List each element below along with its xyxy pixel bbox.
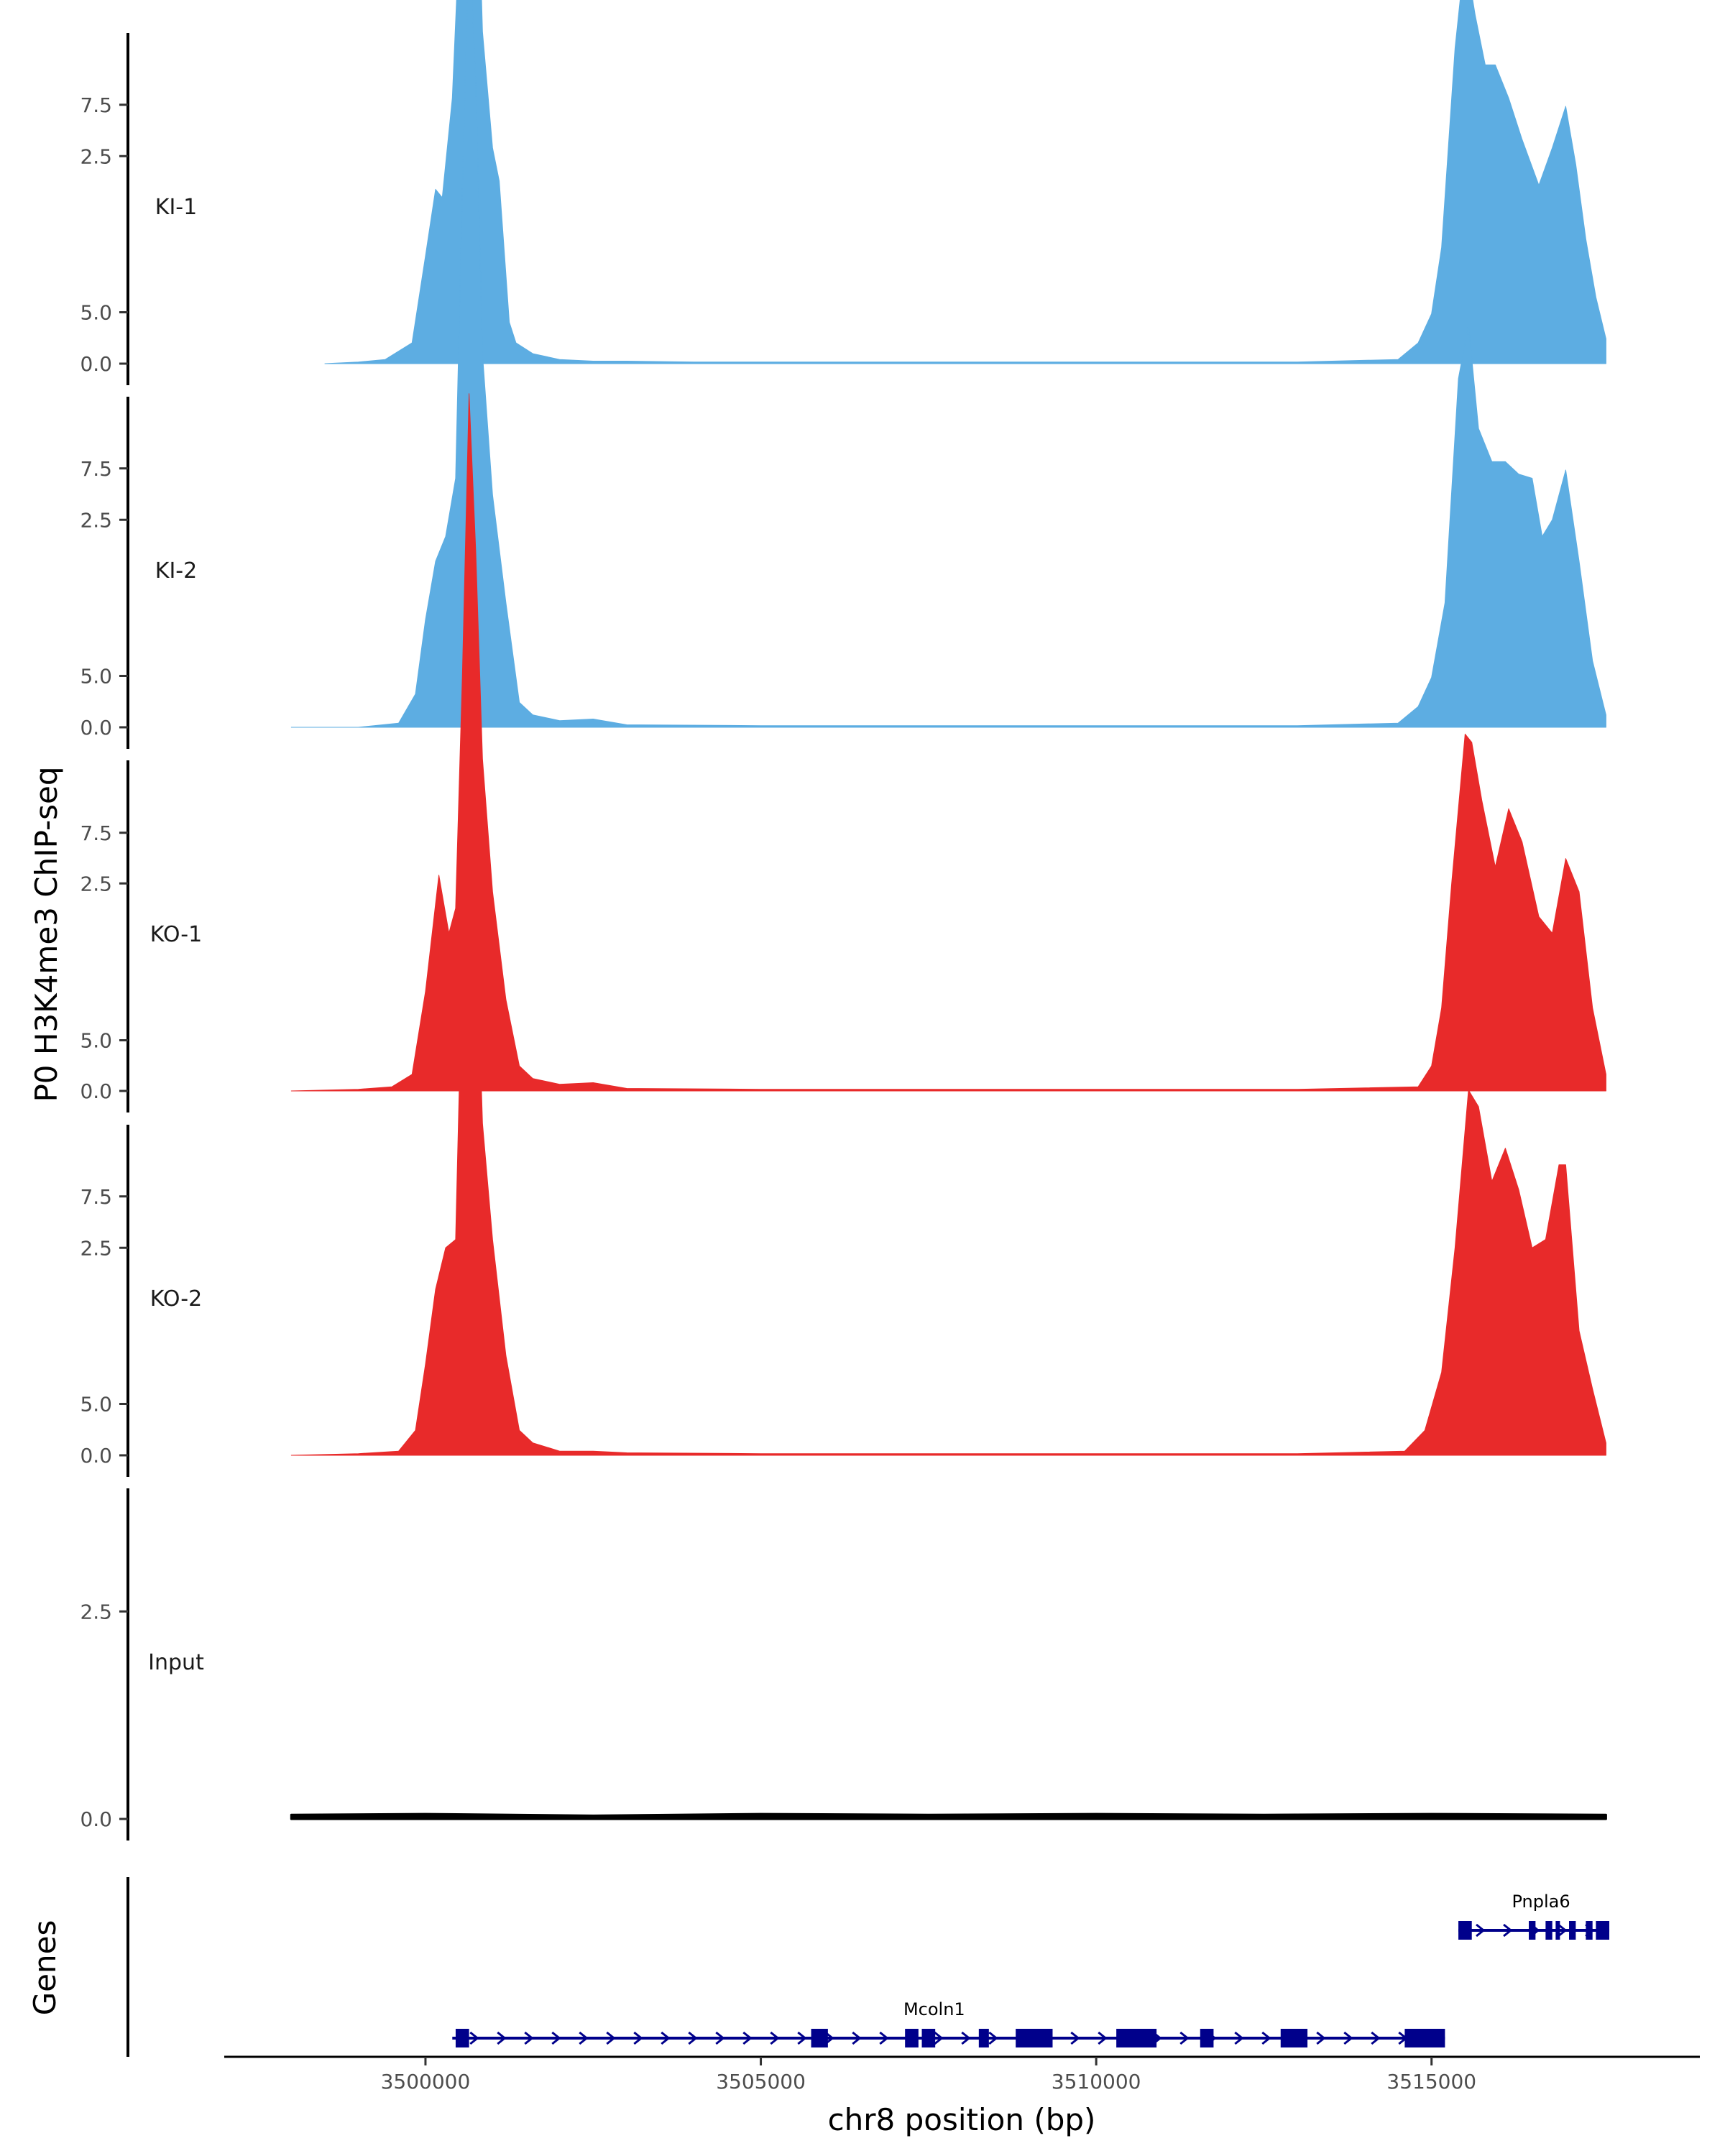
strand-arrow xyxy=(1098,2031,1108,2045)
signal-area xyxy=(290,765,1606,1456)
x-tick-label: 3505000 xyxy=(716,2070,806,2093)
y-tick-label: 2.5 xyxy=(80,144,112,168)
genes-panel: Pnpla6 Mcoln1 xyxy=(126,1877,1610,2057)
y-tick-label: 5.0 xyxy=(80,665,112,688)
y-tick-label: 0.0 xyxy=(80,1807,112,1831)
gene-exon xyxy=(978,2029,989,2047)
strand-arrow xyxy=(988,2031,998,2045)
y-tick-label: 0.0 xyxy=(80,352,112,376)
track-label: KI-2 xyxy=(155,558,197,584)
x-tick-label: 3510000 xyxy=(1052,2070,1141,2093)
track-label: KO-2 xyxy=(150,1286,202,1312)
strand-arrow xyxy=(661,2031,671,2045)
strand-arrow xyxy=(579,2031,589,2045)
signal-area xyxy=(290,0,1606,728)
track-label: KI-1 xyxy=(155,195,197,220)
strand-arrow xyxy=(1316,2031,1326,2045)
gene-exon xyxy=(921,2029,936,2047)
gene-exon xyxy=(1016,2029,1053,2047)
y-tick-label: 7.5 xyxy=(80,93,112,117)
strand-arrow xyxy=(1558,1923,1568,1938)
y-tick-label: 2.5 xyxy=(80,1236,112,1260)
y-tick-label: 0.0 xyxy=(80,716,112,740)
strand-arrow xyxy=(961,2031,971,2045)
strand-arrow xyxy=(715,2031,725,2045)
strand-arrow xyxy=(852,2031,862,2045)
strand-arrow xyxy=(1179,2031,1190,2045)
gene-exon xyxy=(1116,2029,1157,2047)
strand-arrow xyxy=(879,2031,889,2045)
strand-arrow xyxy=(1343,2031,1353,2045)
strand-arrow xyxy=(524,2031,534,2045)
strand-arrow xyxy=(1476,1923,1486,1938)
gene-exon xyxy=(811,2029,828,2047)
y-tick-label: 7.5 xyxy=(80,1185,112,1209)
strand-arrow xyxy=(497,2031,507,2045)
track-label: KO-1 xyxy=(150,922,202,947)
gene-exon xyxy=(1458,1921,1472,1940)
gene-exon xyxy=(1596,1921,1610,1940)
x-tick-label: 3500000 xyxy=(381,2070,471,2093)
track-input: 0.0 2.5 5.0 7.5 Input xyxy=(80,1185,1607,1841)
y-tick-label: 2.5 xyxy=(80,508,112,532)
gene-exon xyxy=(1545,1921,1552,1940)
strand-arrow xyxy=(1234,2031,1244,2045)
gene-mcoln1: Mcoln1 xyxy=(452,1999,1445,2047)
track-label: Input xyxy=(148,1650,204,1675)
tracks-layer: 0.0 2.5 5.0 7.5 KI-1 0.0 2.5 5.0 7.5 KI-2 0.0 2.5 5.… xyxy=(80,0,1607,1841)
gene-label: Mcoln1 xyxy=(903,1999,965,2019)
y-tick-label: 2.5 xyxy=(80,1600,112,1623)
x-axis-title: chr8 position (bp) xyxy=(828,2102,1096,2137)
gene-exon xyxy=(1404,2029,1445,2047)
strand-arrow xyxy=(633,2031,643,2045)
gene-exon xyxy=(1555,1921,1560,1940)
y-tick-label: 5.0 xyxy=(80,1029,112,1053)
gene-pnpla6: Pnpla6 xyxy=(1458,1892,1610,1940)
y-tick-label: 2.5 xyxy=(80,872,112,895)
y-tick-label: 0.0 xyxy=(80,1079,112,1103)
gene-exon xyxy=(1200,2029,1214,2047)
gene-exon xyxy=(455,2029,469,2047)
strand-arrow xyxy=(469,2031,479,2045)
signal-area xyxy=(290,1812,1607,1820)
x-axis: 3500000 3505000 3510000 3515000 xyxy=(224,2055,1700,2093)
strand-arrow xyxy=(1261,2031,1271,2045)
gene-label: Pnpla6 xyxy=(1512,1892,1570,1912)
gene-exon xyxy=(905,2029,919,2047)
strand-arrow xyxy=(551,2031,561,2045)
y-tick-label: 0.0 xyxy=(80,1444,112,1468)
x-tick-label: 3515000 xyxy=(1386,2070,1476,2093)
gene-exon xyxy=(1569,1921,1576,1940)
strand-arrow xyxy=(1371,2031,1381,2045)
track-ko-2: 0.0 2.5 5.0 7.5 KO-2 xyxy=(80,765,1606,1477)
signal-area xyxy=(324,0,1606,364)
y-tick-label: 5.0 xyxy=(80,301,112,325)
genes-axis-title: Genes xyxy=(27,1920,63,2016)
strand-arrow xyxy=(934,2031,944,2045)
signal-area xyxy=(290,393,1606,1092)
y-tick-label: 5.0 xyxy=(80,1393,112,1416)
strand-arrow xyxy=(688,2031,698,2045)
track-ki-1: 0.0 2.5 5.0 7.5 KI-1 xyxy=(80,0,1606,385)
gene-exon xyxy=(1280,2029,1308,2047)
strand-arrow xyxy=(797,2031,807,2045)
y-axis-title: P0 H3K4me3 ChIP-seq xyxy=(29,766,64,1102)
strand-arrow xyxy=(606,2031,616,2045)
track-ko-1: 0.0 2.5 5.0 7.5 KO-1 xyxy=(80,393,1606,1112)
gene-exon xyxy=(1529,1921,1536,1940)
strand-arrow xyxy=(770,2031,780,2045)
strand-arrow xyxy=(1070,2031,1080,2045)
strand-arrow xyxy=(742,2031,753,2045)
gene-exon xyxy=(1586,1921,1593,1940)
track-ki-2: 0.0 2.5 5.0 7.5 KI-2 xyxy=(80,0,1606,749)
y-tick-label: 7.5 xyxy=(80,457,112,481)
strand-arrow xyxy=(1503,1923,1513,1938)
y-tick-label: 7.5 xyxy=(80,821,112,845)
